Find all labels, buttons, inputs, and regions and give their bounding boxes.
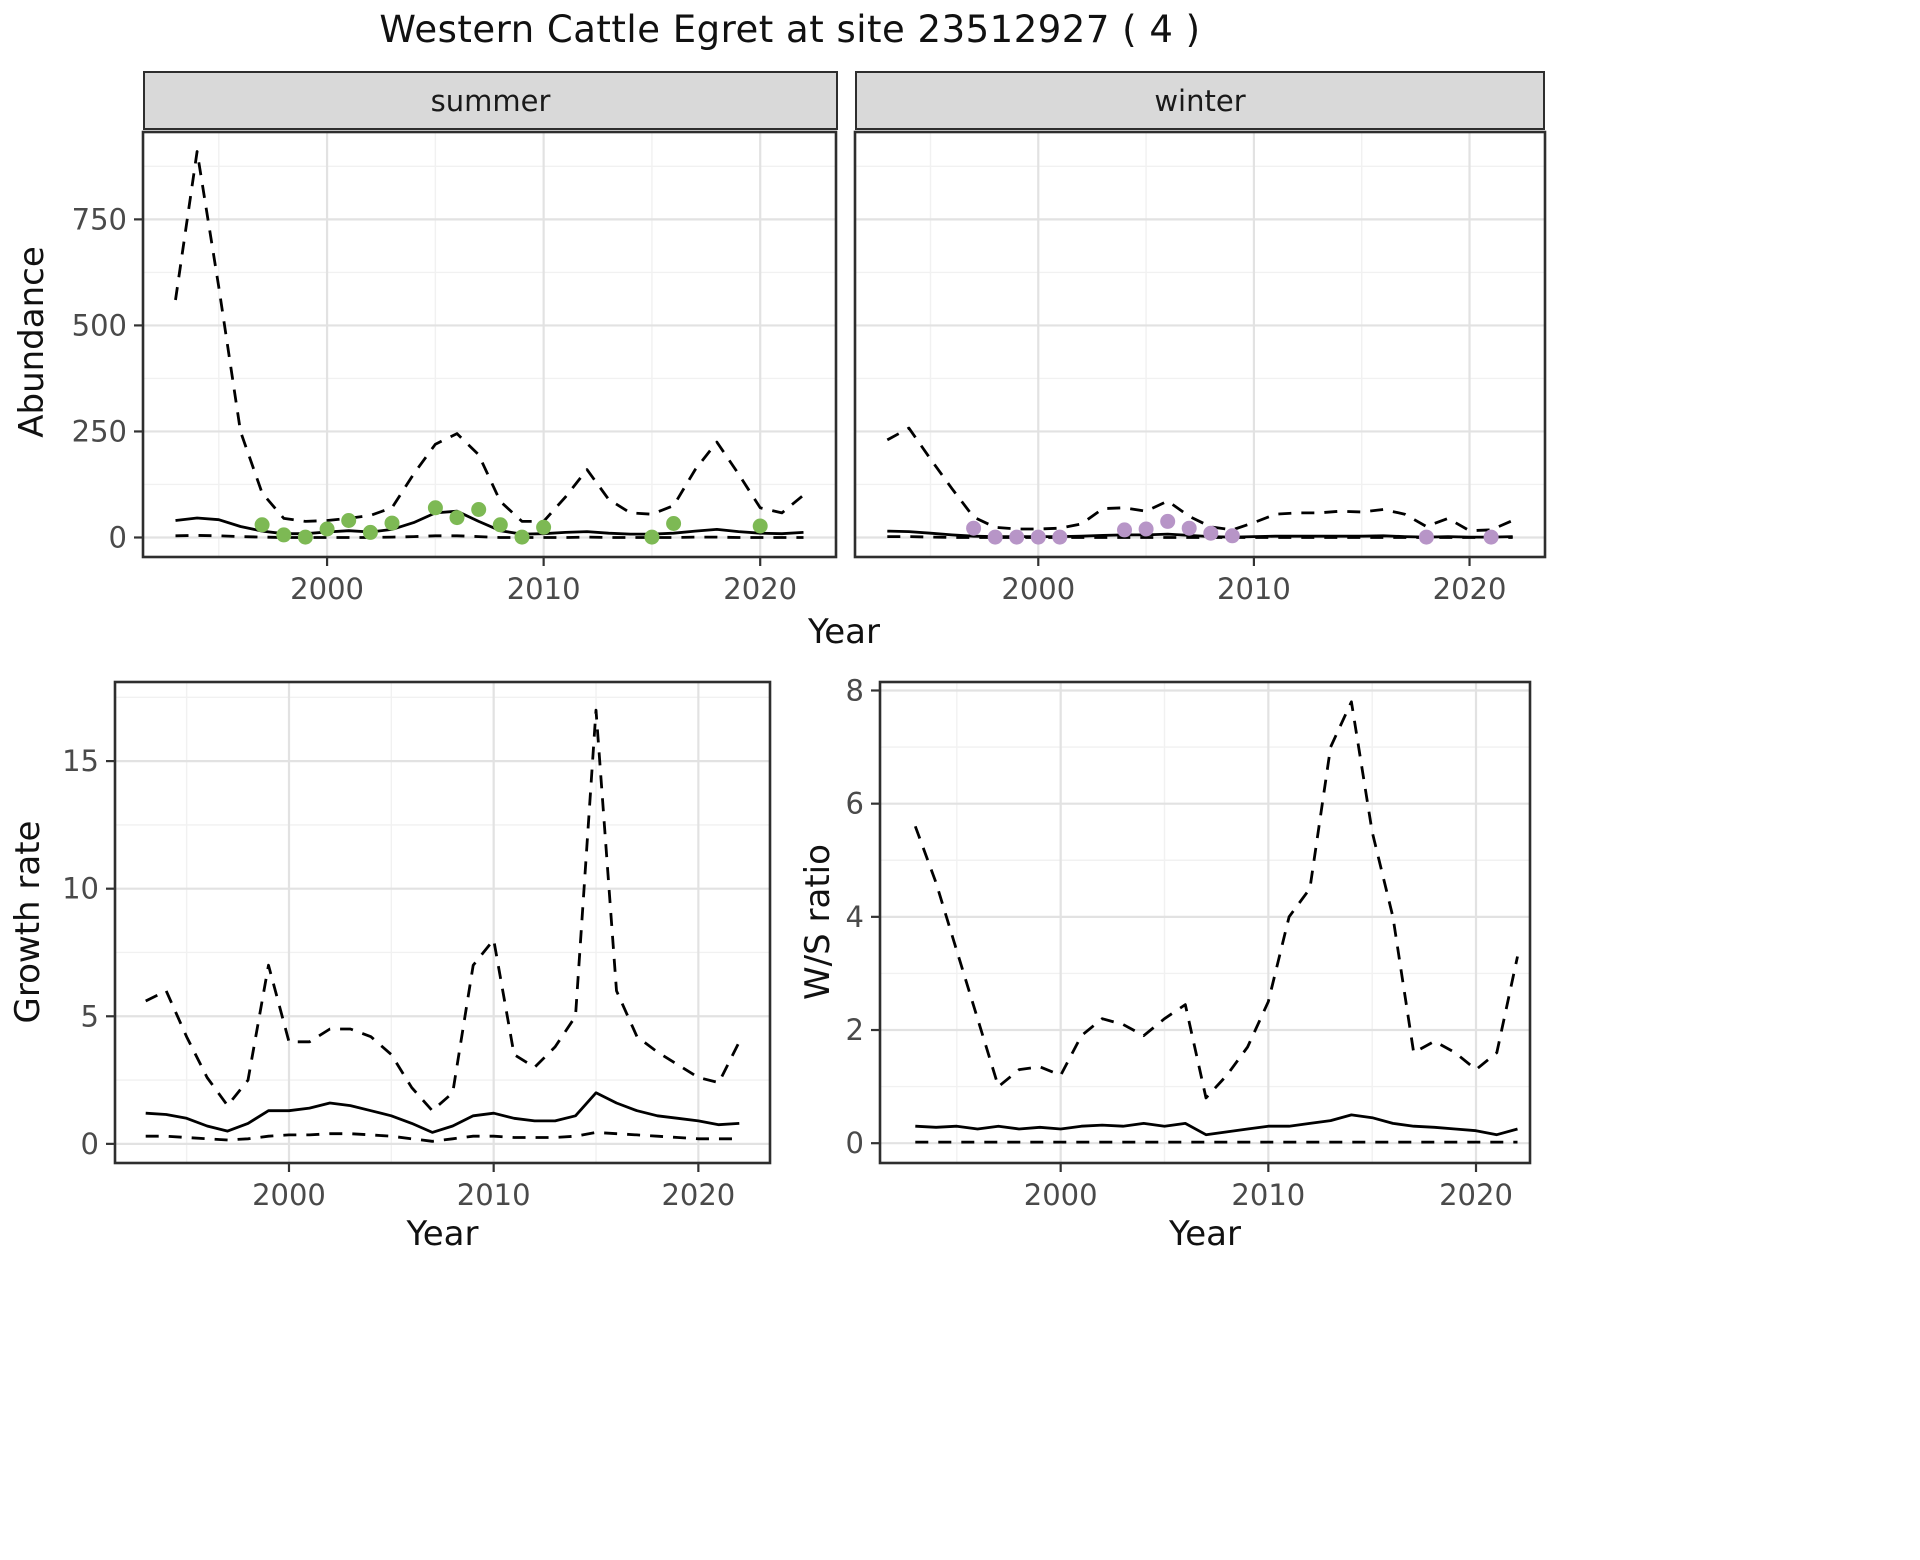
svg-text:2010: 2010 bbox=[457, 1178, 531, 1212]
svg-text:0: 0 bbox=[81, 1127, 99, 1161]
svg-text:6: 6 bbox=[846, 787, 864, 821]
svg-text:0: 0 bbox=[109, 520, 127, 554]
svg-text:2010: 2010 bbox=[1217, 572, 1291, 606]
facet-strip-summer: summer bbox=[143, 71, 838, 130]
svg-text:10: 10 bbox=[62, 872, 99, 906]
summer-abundance-chart: 2000 2010 2020 0 250 500 750 bbox=[72, 130, 838, 606]
svg-text:250: 250 bbox=[72, 414, 127, 448]
facet-strip-winter: winter bbox=[855, 71, 1545, 130]
svg-text:2000: 2000 bbox=[290, 572, 364, 606]
growth-rate-chart: 2000 2010 2020 0 5 10 15 bbox=[62, 680, 772, 1212]
ws-ratio-chart: 2000 2010 2020 0 2 4 6 8 bbox=[846, 673, 1532, 1212]
winter-abundance-chart: 2000 2010 2020 bbox=[853, 130, 1547, 606]
svg-text:0: 0 bbox=[846, 1126, 864, 1160]
svg-text:500: 500 bbox=[72, 308, 127, 342]
svg-text:2010: 2010 bbox=[1231, 1178, 1305, 1212]
svg-text:2010: 2010 bbox=[507, 572, 581, 606]
page-title: Western Cattle Egret at site 23512927 ( … bbox=[379, 8, 1201, 51]
growth-year-axis-label: Year bbox=[406, 1214, 479, 1254]
svg-text:2000: 2000 bbox=[1024, 1178, 1098, 1212]
facet-strip-summer-label: summer bbox=[430, 83, 551, 118]
svg-text:2020: 2020 bbox=[661, 1178, 735, 1212]
top-year-axis-label: Year bbox=[808, 612, 880, 652]
svg-text:2020: 2020 bbox=[1439, 1178, 1513, 1212]
svg-text:4: 4 bbox=[846, 900, 864, 934]
svg-text:750: 750 bbox=[72, 202, 127, 236]
ws-ratio-axis-label: W/S ratio bbox=[798, 844, 838, 1000]
abundance-axis-label: Abundance bbox=[12, 246, 52, 438]
facet-strip-winter-label: winter bbox=[1154, 83, 1246, 118]
growth-rate-axis-label: Growth rate bbox=[8, 820, 48, 1024]
svg-text:5: 5 bbox=[81, 999, 99, 1033]
ratio-year-axis-label: Year bbox=[1169, 1214, 1241, 1254]
svg-text:2020: 2020 bbox=[723, 572, 797, 606]
svg-text:2000: 2000 bbox=[1001, 572, 1075, 606]
svg-text:15: 15 bbox=[62, 744, 99, 778]
svg-text:2020: 2020 bbox=[1433, 572, 1507, 606]
svg-text:8: 8 bbox=[846, 673, 864, 707]
svg-text:2000: 2000 bbox=[252, 1178, 326, 1212]
svg-text:2: 2 bbox=[846, 1013, 864, 1047]
